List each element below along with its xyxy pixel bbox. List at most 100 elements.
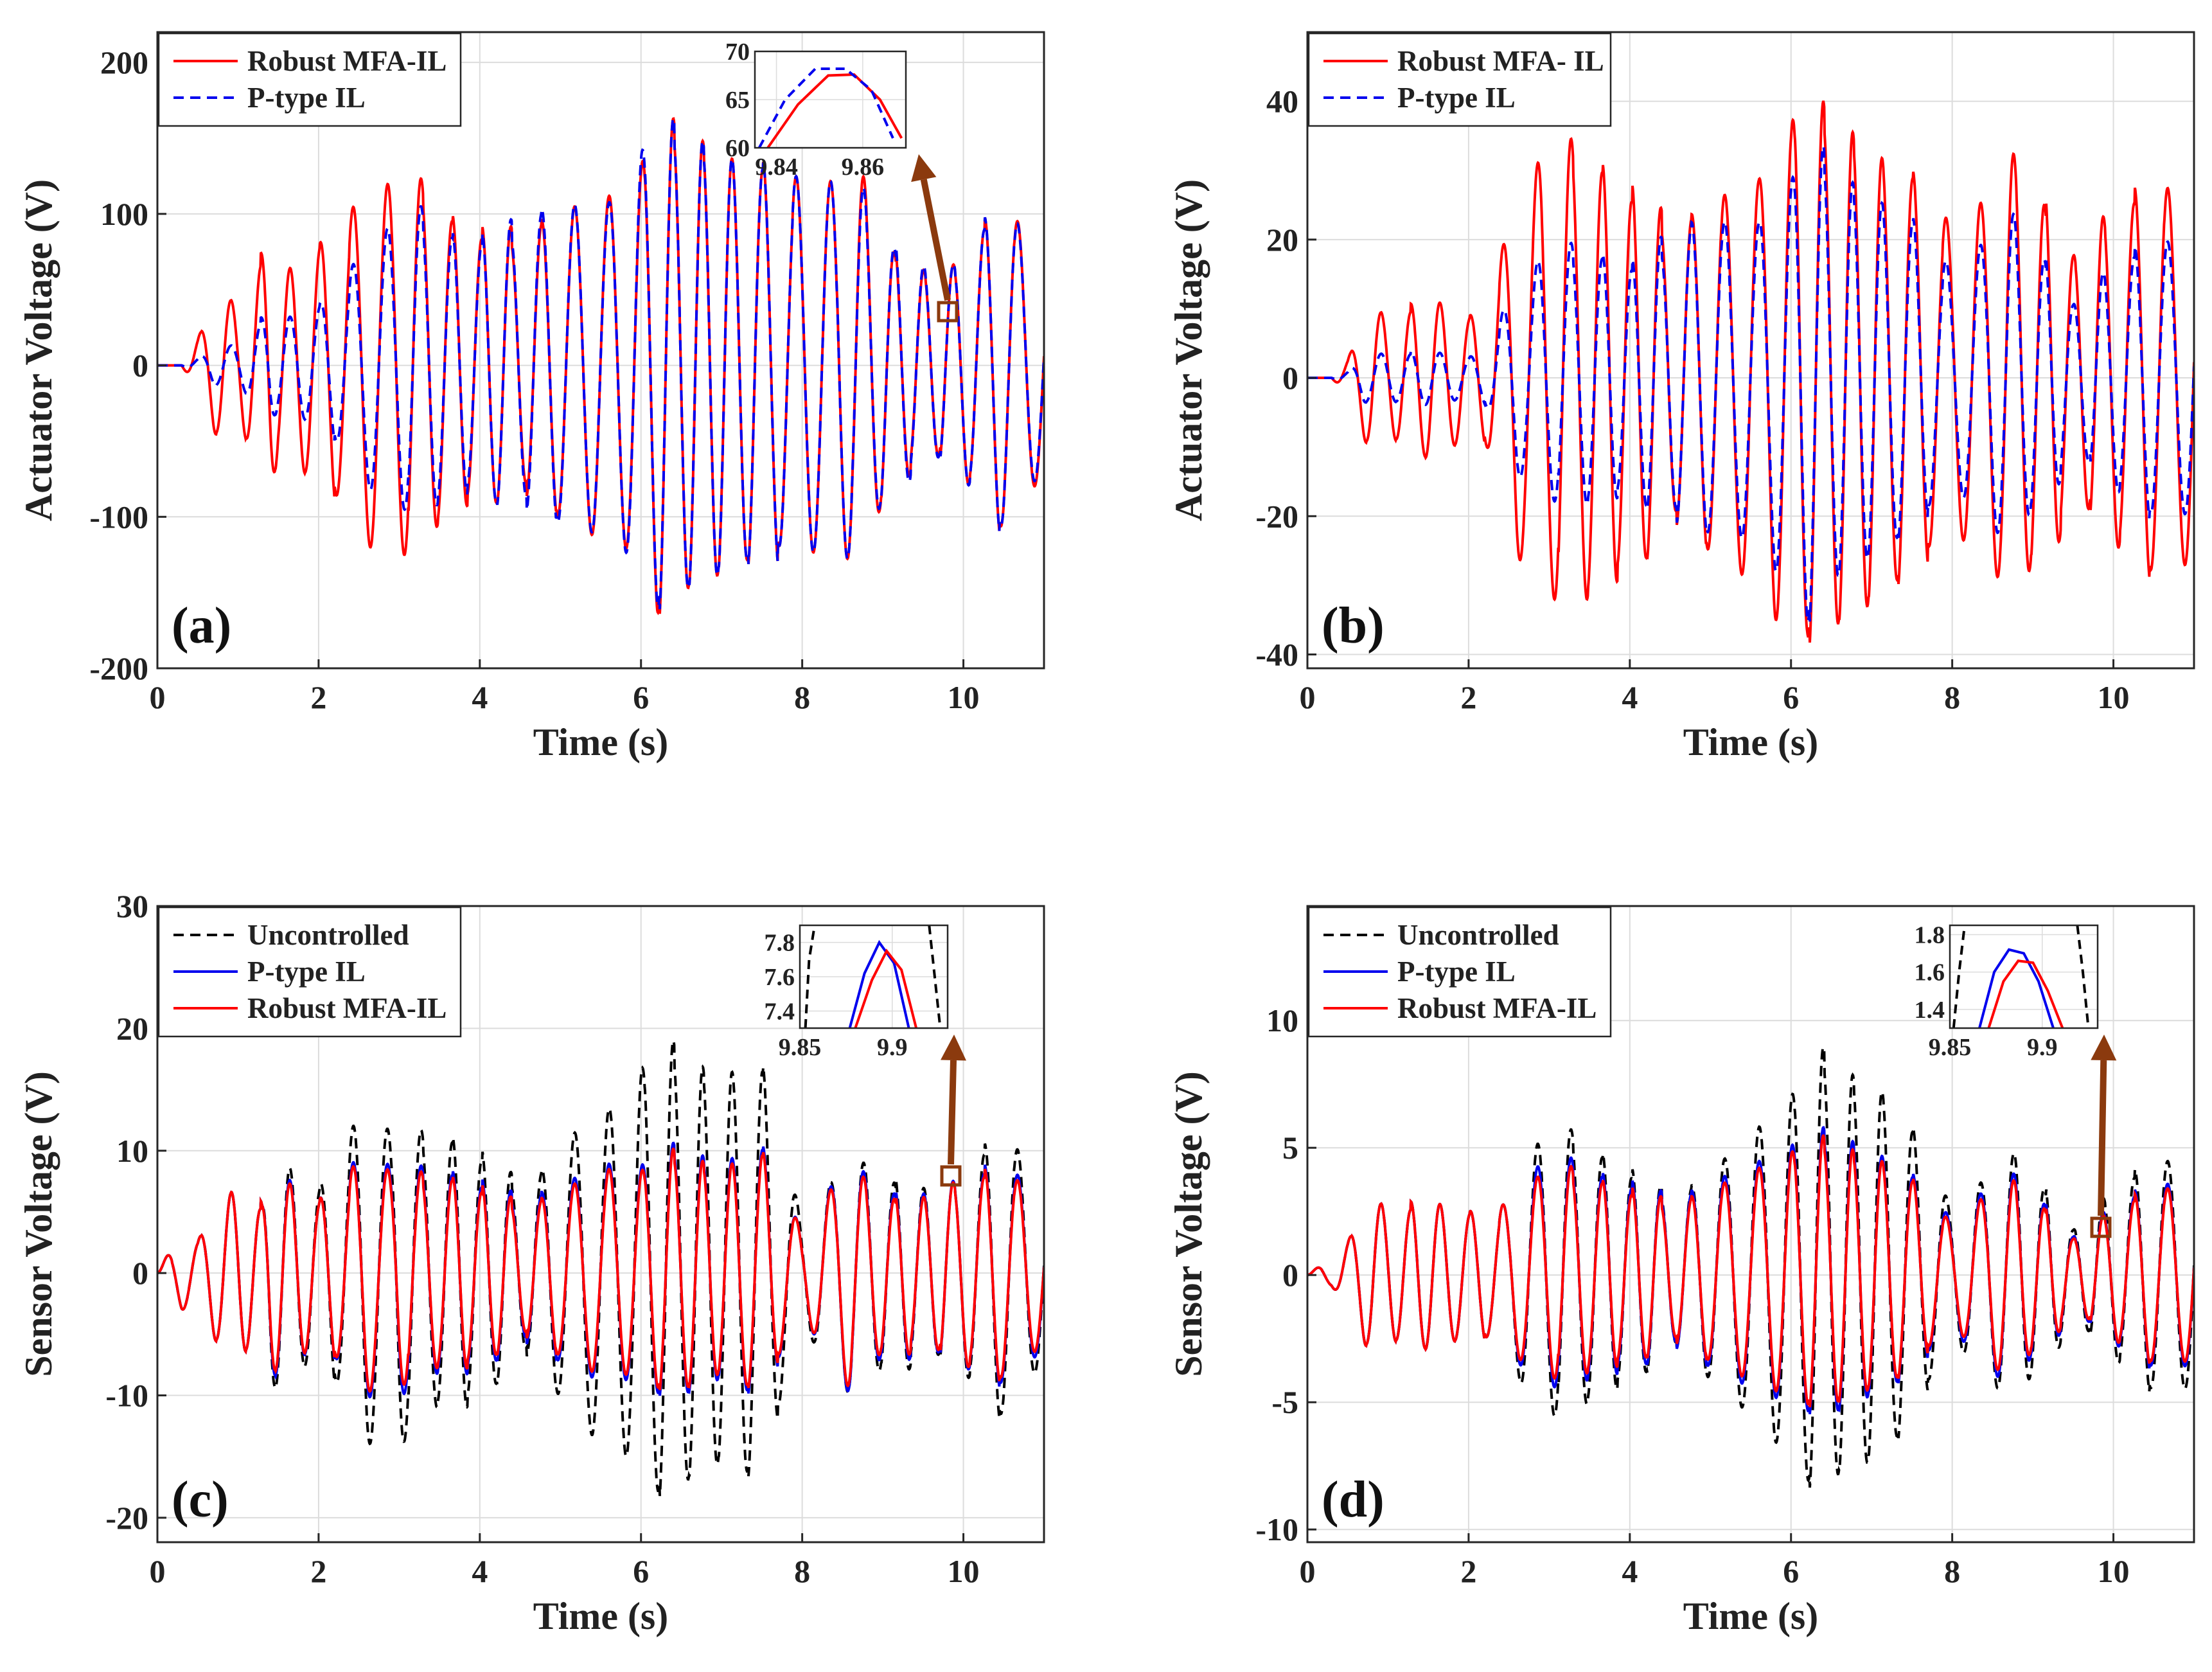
y-tick-label: -5 <box>1271 1384 1298 1420</box>
y-tick-label: 100 <box>100 196 148 232</box>
y-tick-label: 20 <box>1266 222 1298 258</box>
x-axis-label: Time (s) <box>533 1595 669 1637</box>
axes-frame <box>156 905 1045 1543</box>
y-tick-label: -10 <box>1255 1511 1298 1547</box>
x-tick-label: 8 <box>794 679 810 715</box>
inset-y-tick-label: 65 <box>725 87 750 114</box>
x-tick-label: 0 <box>150 1553 166 1589</box>
inset-background <box>1950 925 2098 1028</box>
inset-y-tick-label: 1.8 <box>1915 922 1945 949</box>
inset-x-tick-label: 9.85 <box>779 1034 822 1061</box>
series-line-p-type-il <box>157 117 1044 610</box>
inset-y-tick-label: 1.4 <box>1915 997 1945 1024</box>
zoom-arrow-shaft <box>948 1060 957 1165</box>
inset-y-tick-label: 1.6 <box>1915 959 1945 986</box>
inset-x-tick-label: 9.86 <box>842 154 885 181</box>
y-tick-label: -40 <box>1255 636 1298 672</box>
inset-x-tick-label: 9.9 <box>2027 1034 2058 1061</box>
legend: Uncontrolled P-type IL Robust MFA-IL <box>1307 906 1612 1038</box>
legend-entry: Robust MFA- IL <box>1397 45 1604 77</box>
x-axis-label: Time (s) <box>1683 1595 1819 1637</box>
x-tick-label: 0 <box>150 679 166 715</box>
y-tick-label: 30 <box>116 888 148 924</box>
series-line-robust-mfa-il <box>1307 100 2194 643</box>
legend-entry: Robust MFA-IL <box>1397 992 1597 1024</box>
zoom-inset: 9.85 9.9 1.4 1.6 1.8 <box>1915 922 2117 1238</box>
y-tick-label: -10 <box>105 1378 148 1414</box>
x-tick-label: 4 <box>472 1553 488 1589</box>
x-tick-label: 4 <box>472 679 488 715</box>
x-tick-label: 6 <box>1783 1553 1799 1589</box>
inset-frame <box>799 924 949 1029</box>
y-tick-label: 10 <box>116 1133 148 1169</box>
inset-line-p-type-il <box>848 939 910 1028</box>
x-tick-label: 10 <box>948 1553 980 1589</box>
legend-entry: Uncontrolled <box>1397 919 1559 951</box>
panel-d: 0 2 4 6 8 10 -10 -5 0 5 10 Time (s) Sensor Voltage (… <box>1167 905 2195 1637</box>
y-tick-label: 40 <box>1266 84 1298 120</box>
panel-c: 0 2 4 6 8 10 -20 -10 0 10 20 30 Time (s) Sensor Volta… <box>17 888 1045 1637</box>
x-axis-label: Time (s) <box>1683 721 1819 763</box>
x-tick-label: 8 <box>1944 679 1960 715</box>
zoom-marker <box>2090 1216 2112 1238</box>
inset-y-tick-label: 7.8 <box>765 930 795 957</box>
legend-entry: P-type IL <box>247 956 366 988</box>
inset-line-robust-mfa-il <box>1987 959 2064 1028</box>
legend-box <box>1307 32 1612 127</box>
zoom-arrow-head <box>911 154 937 182</box>
panel-label: (a) <box>172 598 231 654</box>
zoom-arrow-shaft <box>2098 1060 2107 1216</box>
y-tick-label: 20 <box>116 1010 148 1046</box>
zoom-arrow-head <box>941 1035 967 1061</box>
y-tick-label: 5 <box>1282 1130 1298 1166</box>
inset-y-tick-label: 7.6 <box>765 964 795 991</box>
x-tick-label: 6 <box>633 679 649 715</box>
panel-label: (b) <box>1322 598 1385 654</box>
x-tick-label: 0 <box>1300 1553 1316 1589</box>
series-group <box>157 117 1044 616</box>
legend: Robust MFA- IL P-type IL <box>1307 32 1612 127</box>
y-tick-label: -20 <box>105 1500 148 1536</box>
x-tick-label: 0 <box>1300 679 1316 715</box>
legend-entry: P-type IL <box>247 82 366 114</box>
y-tick-label: 0 <box>1282 1257 1298 1293</box>
zoom-inset: 9.84 9.86 60 65 70 <box>725 39 959 323</box>
axes-frame <box>1306 905 2195 1543</box>
series-line-p-type-il <box>1307 144 2194 623</box>
inset-line-p-type-il <box>757 67 894 148</box>
zoom-arrow-head <box>2091 1035 2117 1061</box>
x-tick-label: 2 <box>310 1553 326 1589</box>
y-axis-label: Actuator Voltage (V) <box>17 179 60 521</box>
y-tick-label: 0 <box>132 1255 148 1291</box>
y-axis-label: Sensor Voltage (V) <box>1167 1071 1210 1377</box>
inset-line-uncontrolled <box>928 925 942 1028</box>
legend: Robust MFA-IL P-type IL <box>157 32 462 127</box>
inset-frame <box>754 50 907 149</box>
y-tick-label: -20 <box>1255 498 1298 534</box>
x-tick-label: 4 <box>1622 1553 1638 1589</box>
inset-x-tick-label: 9.84 <box>755 154 798 181</box>
axes-frame <box>156 31 1045 670</box>
x-tick-label: 8 <box>1944 1553 1960 1589</box>
inset-line-p-type-il <box>1978 948 2055 1028</box>
legend-entry: Robust MFA-IL <box>247 992 447 1024</box>
y-tick-label: 10 <box>1266 1002 1298 1038</box>
inset-line-uncontrolled <box>804 925 816 1028</box>
legend-entry: P-type IL <box>1397 956 1516 988</box>
panel-label: (d) <box>1322 1472 1385 1528</box>
series-group <box>1307 100 2194 643</box>
x-axis-label: Time (s) <box>533 721 669 763</box>
x-tick-label: 2 <box>310 679 326 715</box>
inset-x-tick-label: 9.9 <box>877 1034 908 1061</box>
legend-entry: P-type IL <box>1397 82 1516 114</box>
legend-entry: Robust MFA-IL <box>247 45 447 77</box>
x-tick-label: 6 <box>1783 679 1799 715</box>
inset-frame <box>1949 924 2099 1029</box>
y-axis-label: Sensor Voltage (V) <box>17 1071 60 1377</box>
zoom-arrow-shaft <box>920 179 951 301</box>
legend-entry: Uncontrolled <box>247 919 409 951</box>
inset-line-uncontrolled <box>1952 925 1966 1028</box>
inset-line-robust-mfa-il <box>766 73 903 148</box>
series-line-robust-mfa-il <box>157 1147 1044 1393</box>
